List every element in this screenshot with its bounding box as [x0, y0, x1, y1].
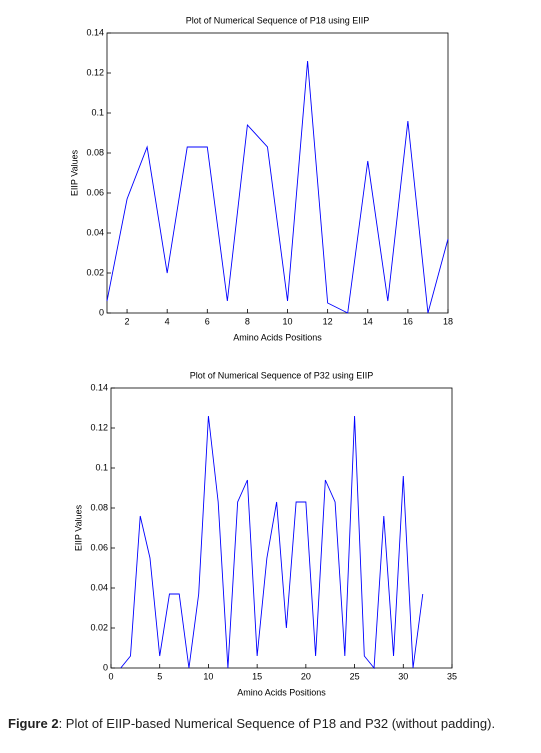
x-tick-label: 12 [323, 316, 333, 326]
y-tick-label: 0.06 [90, 542, 108, 552]
y-tick-label: 0.12 [90, 422, 108, 432]
x-tick-label: 14 [363, 316, 373, 326]
chart-title: Plot of Numerical Sequence of P18 using … [186, 15, 370, 25]
x-tick-label: 4 [165, 316, 170, 326]
x-tick-label: 15 [252, 671, 262, 681]
y-tick-label: 0.08 [86, 147, 104, 157]
y-tick-label: 0 [99, 307, 104, 317]
x-tick-label: 20 [301, 671, 311, 681]
x-tick-label: 6 [205, 316, 210, 326]
y-tick-label: 0.14 [86, 27, 104, 37]
x-tick-label: 8 [245, 316, 250, 326]
y-tick-label: 0.1 [91, 107, 104, 117]
x-tick-label: 18 [443, 316, 453, 326]
x-tick-label: 10 [283, 316, 293, 326]
y-tick-label: 0.04 [90, 582, 108, 592]
y-tick-label: 0 [103, 662, 108, 672]
x-tick-label: 30 [398, 671, 408, 681]
y-tick-label: 0.02 [90, 622, 108, 632]
caption-label: Figure 2 [8, 716, 59, 731]
x-tick-label: 16 [403, 316, 413, 326]
data-line [106, 60, 449, 314]
x-tick-label: 25 [350, 671, 360, 681]
x-tick-label: 10 [203, 671, 213, 681]
x-axis-label: Amino Acids Positions [233, 332, 322, 342]
x-tick-label: 2 [125, 316, 130, 326]
caption: Figure 2: Plot of EIIP-based Numerical S… [8, 714, 533, 733]
y-tick-label: 0.1 [95, 462, 108, 472]
x-tick-label: 35 [447, 671, 457, 681]
figure: Plot of Numerical Sequence of P18 using … [69, 15, 457, 697]
y-axis-label: EIIP Values [73, 504, 83, 551]
chart-title: Plot of Numerical Sequence of P32 using … [190, 370, 374, 380]
y-tick-label: 0.12 [86, 67, 104, 77]
x-tick-label: 0 [108, 671, 113, 681]
y-tick-label: 0.06 [86, 187, 104, 197]
x-axis-label: Amino Acids Positions [237, 687, 326, 697]
y-axis-label: EIIP Values [69, 149, 79, 196]
y-tick-label: 0.08 [90, 502, 108, 512]
plot-area [106, 32, 449, 314]
data-line [120, 415, 424, 670]
caption-text: : Plot of EIIP-based Numerical Sequence … [58, 716, 496, 731]
x-tick-label: 5 [157, 671, 162, 681]
y-tick-label: 0.14 [90, 382, 108, 392]
y-tick-label: 0.02 [86, 267, 104, 277]
y-tick-label: 0.04 [86, 227, 104, 237]
